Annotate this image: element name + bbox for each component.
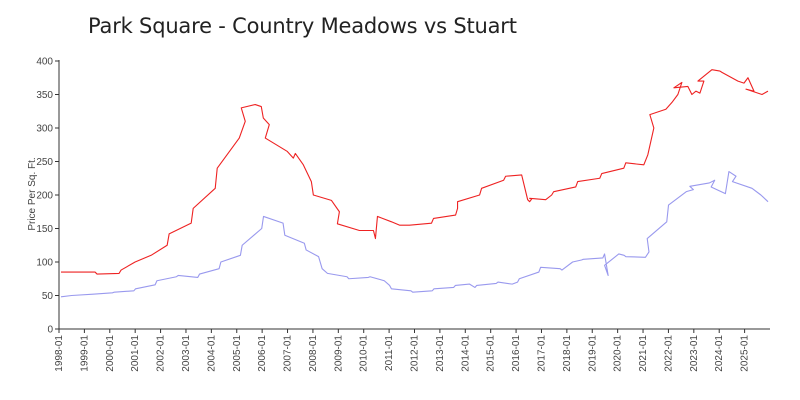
x-tick-label: 2000-01 [105,335,116,372]
y-tick-label: 100 [36,258,53,269]
y-axis-label: Price Per Sq. Ft. [27,157,38,230]
x-tick-label: 2004-01 [206,335,217,372]
x-tick-label: 2022-01 [663,335,674,372]
y-tick-label: 0 [47,325,53,336]
series-layer [60,69,769,298]
y-axis-label-group: Price Per Sq. Ft. [27,157,38,230]
x-tick-label: 2001-01 [130,335,141,372]
x-tick-label: 2017-01 [536,335,547,372]
y-tick-label: 150 [36,224,53,235]
x-tick-label: 2009-01 [333,335,344,372]
y-tick-label: 400 [36,57,53,68]
y-tick-label: 300 [36,124,53,135]
x-tick-label: 2006-01 [257,335,268,372]
x-tick-label: 2020-01 [613,335,624,372]
y-tick-label: 350 [36,90,53,101]
x-tick-label: 2011-01 [384,335,395,371]
x-tick-label: 2007-01 [283,335,294,372]
x-tick-label: 2025-01 [740,335,751,372]
x-tick-label: 2010-01 [359,335,370,372]
x-tick-label: 2014-01 [460,335,471,372]
x-tick-label: 2015-01 [486,335,497,372]
chart-title: Park Square - Country Meadows vs Stuart [88,14,517,38]
axes [58,60,770,330]
x-tick-label: 1999-01 [79,335,90,372]
x-tick-label: 2018-01 [562,335,573,372]
x-tick-label: 2024-01 [714,335,725,372]
x-tick-label: 2012-01 [410,335,421,372]
x-tick-label: 2023-01 [689,335,700,372]
y-ticks: 0 50 100 150 200 250 300 350 400 [36,57,59,336]
y-tick-label: 50 [42,291,54,302]
x-tick-label: 2008-01 [308,335,319,372]
x-tick-label: 2013-01 [435,335,446,372]
x-tick-label: 2016-01 [511,335,522,372]
x-ticks: 1998-01 1999-01 2000-01 2001-01 2002-01 2003-… [54,329,751,372]
y-tick-label: 200 [36,191,53,202]
series-line-2 [60,171,769,298]
y-tick-label: 250 [36,157,53,168]
series-line-1 [61,69,769,275]
x-tick-label: 1998-01 [54,335,65,372]
x-tick-label: 2002-01 [156,335,167,372]
x-tick-label: 2021-01 [638,335,649,372]
x-tick-label: 2019-01 [587,335,598,372]
x-tick-label: 2005-01 [232,335,243,372]
x-tick-label: 2003-01 [181,335,192,372]
